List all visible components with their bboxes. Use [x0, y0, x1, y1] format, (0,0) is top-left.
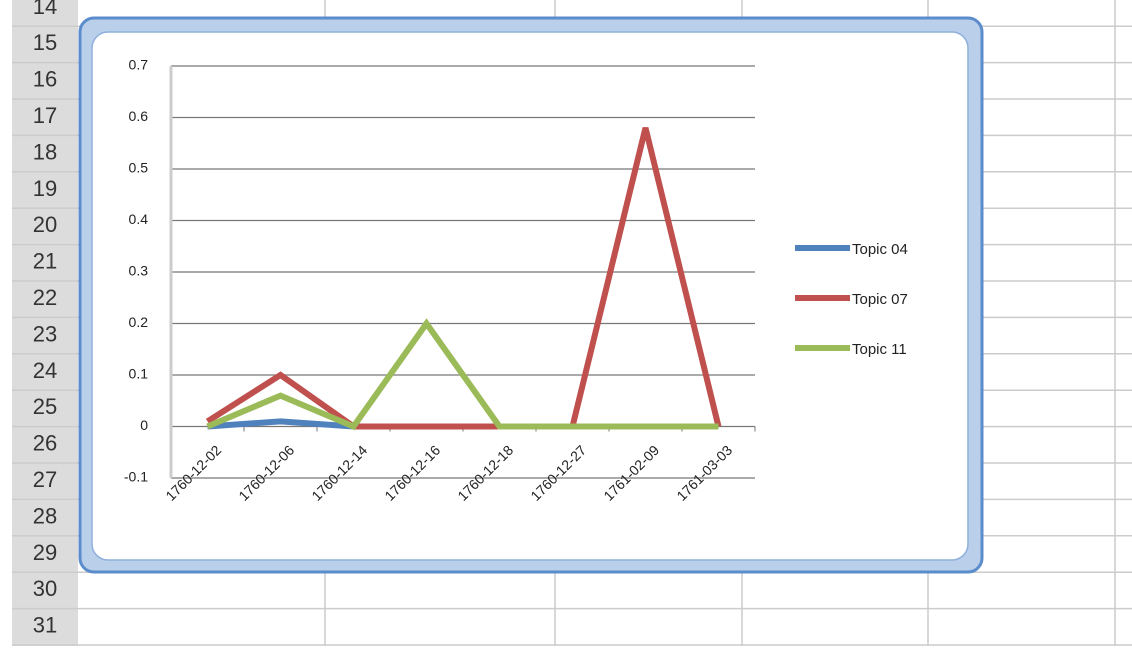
- chart-area: [91, 31, 969, 561]
- row-header-column: [12, 0, 78, 646]
- row-header: 26: [33, 431, 57, 456]
- row-header: 16: [33, 67, 57, 92]
- row-header: 30: [33, 576, 57, 601]
- row-header: 22: [33, 285, 57, 310]
- row-header: 31: [33, 613, 57, 638]
- row-header: 27: [33, 467, 57, 492]
- series-line: [205, 127, 722, 430]
- row-header: 15: [33, 30, 57, 55]
- row-header: 25: [33, 394, 57, 419]
- row-header: 21: [33, 249, 57, 274]
- legend-label: Topic 04: [852, 241, 908, 258]
- y-tick-label: 0.3: [129, 263, 149, 279]
- y-tick-label: 0.2: [129, 314, 149, 330]
- row-header: 29: [33, 540, 57, 565]
- y-tick-label: 0.7: [129, 57, 149, 73]
- legend-label: Topic 11: [852, 341, 907, 358]
- legend-label: Topic 07: [852, 291, 908, 308]
- series-line: [206, 318, 719, 431]
- row-header: 19: [33, 176, 57, 201]
- row-header: 23: [33, 321, 57, 346]
- row-header: 24: [33, 358, 57, 383]
- row-header: 17: [33, 103, 57, 128]
- y-tick-label: 0.6: [129, 108, 149, 124]
- row-header: 18: [33, 139, 57, 164]
- y-tick-label: 0.1: [129, 366, 149, 382]
- row-header: 28: [33, 503, 57, 528]
- row-header: 14: [33, 0, 57, 19]
- y-tick-label: 0.4: [129, 211, 149, 227]
- y-tick-label: 0: [140, 417, 148, 433]
- row-header: 20: [33, 212, 57, 237]
- y-tick-label: 0.5: [129, 160, 149, 176]
- y-tick-label: -0.1: [124, 469, 148, 485]
